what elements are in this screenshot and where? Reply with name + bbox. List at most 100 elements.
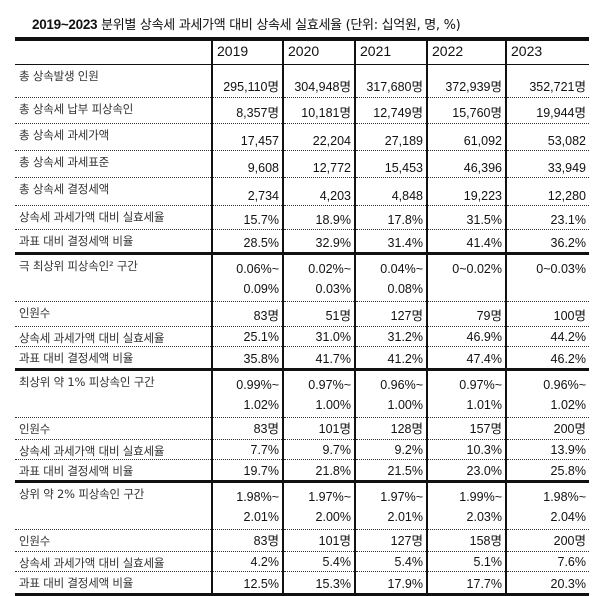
cell-value: 352,721명 [505, 64, 589, 98]
cell-value: 1.97%~ 2.01% [354, 479, 427, 530]
cell-value: 15.7% [211, 205, 283, 230]
row-label: 상위 약 2% 피상속인 구간 [15, 479, 212, 530]
cell-value: 41.7% [282, 346, 355, 370]
cell-value: 12,280 [505, 177, 589, 206]
year-header: 2023 [505, 39, 589, 65]
cell-value: 7.7% [211, 439, 283, 460]
cell-value: 15,760명 [426, 97, 506, 124]
table-row: 총 상속세 과세표준 9,608 12,772 15,453 46,396 33,949 [15, 150, 589, 178]
row-label: 총 상속세 과세가액 [15, 123, 212, 151]
cell-value: 15.3% [282, 571, 355, 596]
cell-value: 0~0.02% [426, 251, 506, 302]
cell-value: 83명 [211, 301, 283, 327]
cell-value: 4.2% [211, 551, 283, 572]
cell-value: 12,772 [282, 150, 355, 178]
row-label: 상속세 과세가액 대비 실효세율 [15, 551, 212, 572]
cell-value: 15,453 [354, 150, 427, 178]
row-label: 과표 대비 결정세액 비율 [15, 459, 212, 482]
cell-value: 0.96%~ 1.00% [354, 367, 427, 418]
cell-value: 0.97%~ 1.00% [282, 367, 355, 418]
cell-value: 21.5% [354, 459, 427, 482]
cell-value: 4,203 [282, 177, 355, 206]
cell-value: 21.8% [282, 459, 355, 482]
cell-value: 0.96%~ 1.02% [505, 367, 589, 418]
cell-value: 17.7% [426, 571, 506, 596]
cell-value: 13.9% [505, 439, 589, 460]
table-row: 인원수 83명 51명 127명 79명 100명 [15, 301, 589, 327]
cell-value: 127명 [354, 529, 427, 552]
cell-value: 317,680명 [354, 64, 427, 98]
table-row: 과표 대비 결정세액 비율 28.5% 32.9% 31.4% 41.4% 36.2% [15, 229, 589, 254]
row-label: 극 최상위 피상속인² 구간 [15, 251, 212, 302]
cell-value: 100명 [505, 301, 589, 327]
cell-value: 33,949 [505, 150, 589, 178]
row-label: 총 상속세 납부 피상속인 [15, 97, 212, 124]
table-row: 과표 대비 결정세액 비율 19.7% 21.8% 21.5% 23.0% 25.8% [15, 459, 589, 482]
table-row: 상속세 과세가액 대비 실효세율 15.7% 18.9% 17.8% 31.5% 23.1… [15, 205, 589, 230]
row-label: 과표 대비 결정세액 비율 [15, 229, 212, 254]
cell-value: 19,223 [426, 177, 506, 206]
table-row: 최상위 약 1% 피상속인 구간 0.99%~ 1.02% 0.97%~ 1.00% 0.… [15, 367, 589, 418]
cell-value: 101명 [282, 417, 355, 440]
row-label: 인원수 [15, 529, 212, 552]
cell-value: 46,396 [426, 150, 506, 178]
cell-value: 17,457 [211, 123, 283, 151]
cell-value: 31.4% [354, 229, 427, 254]
table-row: 과표 대비 결정세액 비율 35.8% 41.7% 41.2% 47.4% 46.2% [15, 346, 589, 370]
table-row: 총 상속세 납부 피상속인 8,357명 10,181명 12,749명 15,760명… [15, 97, 589, 124]
cell-value: 47.4% [426, 346, 506, 370]
cell-value: 31.0% [282, 326, 355, 347]
cell-value: 1.99%~ 2.03% [426, 479, 506, 530]
cell-value: 19.7% [211, 459, 283, 482]
row-label: 상속세 과세가액 대비 실효세율 [15, 205, 212, 230]
cell-value: 32.9% [282, 229, 355, 254]
row-label: 총 상속세 결정세액 [15, 177, 212, 206]
table-row: 총 상속세 과세가액 17,457 22,204 27,189 61,092 53,082 [15, 123, 589, 151]
year-header: 2020 [282, 39, 355, 65]
cell-value: 295,110명 [211, 64, 283, 98]
cell-value: 0.99%~ 1.02% [211, 367, 283, 418]
cell-value: 12.5% [211, 571, 283, 596]
cell-value: 5.4% [354, 551, 427, 572]
table-row: 총 상속발생 인원 295,110명 304,948명 317,680명 372,939… [15, 64, 589, 98]
cell-value: 17.9% [354, 571, 427, 596]
cell-value: 1.98%~ 2.01% [211, 479, 283, 530]
year-header: 2021 [354, 39, 427, 65]
cell-value: 25.1% [211, 326, 283, 347]
table-title: 2019~2023 분위별 상속세 과세가액 대비 상속세 실효세율 (단위: … [32, 17, 461, 33]
cell-value: 23.1% [505, 205, 589, 230]
cell-value: 31.2% [354, 326, 427, 347]
cell-value: 10.3% [426, 439, 506, 460]
cell-value: 18.9% [282, 205, 355, 230]
cell-value: 61,092 [426, 123, 506, 151]
cell-value: 28.5% [211, 229, 283, 254]
cell-value: 1.98%~ 2.04% [505, 479, 589, 530]
cell-value: 304,948명 [282, 64, 355, 98]
cell-value: 20.3% [505, 571, 589, 596]
cell-value: 0.97%~ 1.01% [426, 367, 506, 418]
cell-value: 83명 [211, 417, 283, 440]
header-blank [15, 39, 212, 65]
cell-value: 22,204 [282, 123, 355, 151]
row-label: 과표 대비 결정세액 비율 [15, 346, 212, 370]
cell-value: 9.2% [354, 439, 427, 460]
table-row: 인원수 83명 101명 127명 158명 200명 [15, 529, 589, 552]
cell-value: 41.4% [426, 229, 506, 254]
cell-value: 8,357명 [211, 97, 283, 124]
table-row: 상속세 과세가액 대비 실효세율 7.7% 9.7% 9.2% 10.3% 13.9% [15, 439, 589, 460]
cell-value: 9.7% [282, 439, 355, 460]
row-label: 인원수 [15, 417, 212, 440]
cell-value: 4,848 [354, 177, 427, 206]
cell-value: 5.4% [282, 551, 355, 572]
cell-value: 41.2% [354, 346, 427, 370]
table-row: 인원수 83명 101명 128명 157명 200명 [15, 417, 589, 440]
cell-value: 158명 [426, 529, 506, 552]
cell-value: 44.2% [505, 326, 589, 347]
cell-value: 200명 [505, 417, 589, 440]
table-row: 상속세 과세가액 대비 실효세율 25.1% 31.0% 31.2% 46.9% 44.2… [15, 326, 589, 347]
table-row: 극 최상위 피상속인² 구간 0.06%~ 0.09% 0.02%~ 0.03% 0.04… [15, 251, 589, 302]
cell-value: 36.2% [505, 229, 589, 254]
header-row: 2019 2020 2021 2022 2023 [15, 39, 589, 65]
cell-value: 157명 [426, 417, 506, 440]
cell-value: 51명 [282, 301, 355, 327]
